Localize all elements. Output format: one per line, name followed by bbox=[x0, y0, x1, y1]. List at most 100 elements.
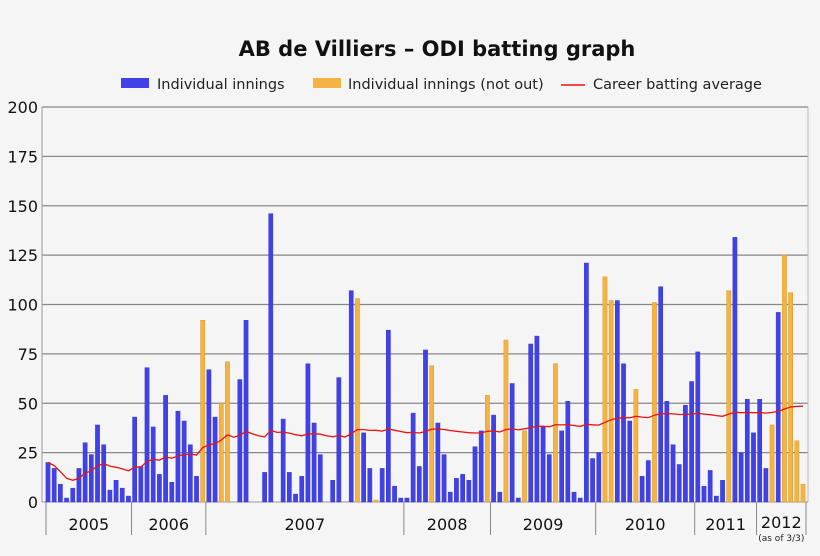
innings-bar-not-out bbox=[602, 276, 608, 503]
innings-bar bbox=[416, 466, 422, 503]
year-label: 2006 bbox=[148, 515, 189, 534]
innings-bar-not-out bbox=[225, 361, 230, 503]
y-tick-label: 100 bbox=[7, 296, 38, 315]
innings-bar bbox=[404, 497, 410, 503]
innings-bars bbox=[45, 213, 806, 503]
innings-bar bbox=[367, 468, 373, 503]
innings-bar-not-out bbox=[373, 499, 379, 503]
year-label: 2012 bbox=[761, 513, 802, 532]
innings-bar-not-out bbox=[522, 430, 527, 503]
innings-bar bbox=[559, 430, 564, 503]
innings-bar bbox=[95, 424, 100, 503]
innings-bar bbox=[293, 493, 298, 503]
innings-bar bbox=[348, 290, 354, 503]
innings-bar bbox=[683, 404, 688, 503]
innings-bar bbox=[181, 420, 187, 503]
innings-bar bbox=[262, 472, 267, 503]
y-tick-label: 125 bbox=[7, 246, 38, 265]
innings-bar bbox=[336, 377, 342, 503]
innings-bar bbox=[763, 468, 769, 503]
innings-bar-not-out bbox=[355, 298, 360, 503]
innings-bar bbox=[701, 485, 707, 503]
innings-bar bbox=[132, 416, 137, 503]
legend-swatch-out bbox=[121, 78, 149, 88]
innings-bar bbox=[584, 262, 589, 503]
innings-bar bbox=[268, 213, 274, 503]
legend: Individual innings Individual innings (n… bbox=[121, 77, 762, 93]
y-tick-label: 150 bbox=[7, 197, 38, 216]
innings-bar bbox=[614, 300, 620, 503]
legend-swatch-not-out bbox=[313, 78, 341, 88]
innings-bar bbox=[515, 497, 521, 503]
innings-bar bbox=[670, 444, 676, 503]
innings-bar-not-out bbox=[553, 363, 558, 503]
year-label: 2007 bbox=[284, 515, 325, 534]
y-tick-label: 50 bbox=[18, 394, 38, 413]
innings-bar bbox=[70, 487, 76, 503]
innings-bar bbox=[590, 458, 595, 503]
innings-bar bbox=[51, 468, 57, 503]
innings-bar bbox=[639, 476, 645, 503]
chart-title: AB de Villiers – ODI batting graph bbox=[239, 37, 636, 61]
y-tick-label: 25 bbox=[18, 444, 38, 463]
innings-bar-not-out bbox=[200, 320, 206, 503]
innings-bar bbox=[187, 444, 193, 503]
innings-bar bbox=[751, 432, 756, 503]
innings-bar-not-out bbox=[429, 365, 435, 503]
innings-bar bbox=[144, 367, 150, 503]
innings-bar bbox=[150, 426, 156, 503]
innings-bar bbox=[206, 369, 212, 503]
innings-bar bbox=[119, 487, 125, 503]
innings-bar bbox=[361, 432, 366, 503]
innings-bar bbox=[194, 476, 199, 503]
innings-bar bbox=[299, 476, 305, 503]
y-tick-label: 75 bbox=[18, 345, 38, 364]
innings-bar-not-out bbox=[652, 302, 657, 503]
innings-bar bbox=[447, 491, 453, 503]
innings-bar bbox=[546, 454, 552, 503]
innings-bar bbox=[126, 495, 131, 503]
innings-bar bbox=[64, 497, 69, 503]
year-label: 2005 bbox=[68, 515, 109, 534]
innings-bar bbox=[645, 460, 651, 503]
innings-bar bbox=[565, 401, 571, 503]
innings-bar bbox=[212, 416, 218, 503]
innings-bar bbox=[738, 452, 744, 503]
innings-bar bbox=[744, 399, 750, 503]
year-label: 2010 bbox=[625, 515, 666, 534]
year-label: 2011 bbox=[705, 515, 746, 534]
innings-bar-not-out bbox=[218, 403, 224, 503]
innings-bar bbox=[169, 482, 175, 503]
innings-bar-not-out bbox=[800, 483, 806, 503]
innings-bar bbox=[695, 351, 701, 503]
innings-bar bbox=[658, 286, 664, 503]
innings-bar bbox=[621, 363, 626, 503]
y-tick-label: 175 bbox=[7, 147, 38, 166]
innings-bar bbox=[398, 497, 404, 503]
innings-bar bbox=[287, 472, 292, 503]
innings-bar bbox=[113, 480, 119, 503]
innings-bar bbox=[107, 489, 113, 503]
legend-label-out: Individual innings bbox=[157, 77, 285, 93]
year-note: (as of 3/3) bbox=[758, 534, 804, 544]
year-label: 2008 bbox=[427, 515, 468, 534]
innings-bar bbox=[689, 381, 694, 503]
innings-bar bbox=[237, 379, 243, 503]
x-axis-years: 2005 2006 2007 2008 2009 2010 2011 2012 (as of 3… bbox=[45, 502, 807, 544]
innings-bar bbox=[627, 420, 633, 503]
innings-bar bbox=[435, 422, 441, 503]
innings-bar-not-out bbox=[782, 254, 787, 503]
innings-bar-not-out bbox=[788, 292, 793, 503]
innings-bar bbox=[491, 414, 496, 503]
innings-bar bbox=[707, 470, 713, 503]
innings-bar bbox=[540, 426, 546, 503]
innings-bar-not-out bbox=[794, 440, 800, 503]
innings-bar-not-out bbox=[503, 339, 509, 503]
innings-bar bbox=[163, 395, 168, 503]
innings-bar bbox=[497, 491, 503, 503]
innings-bar-not-out bbox=[633, 389, 639, 503]
innings-bar bbox=[386, 329, 391, 503]
innings-bar bbox=[305, 363, 311, 503]
innings-bar bbox=[571, 491, 577, 503]
